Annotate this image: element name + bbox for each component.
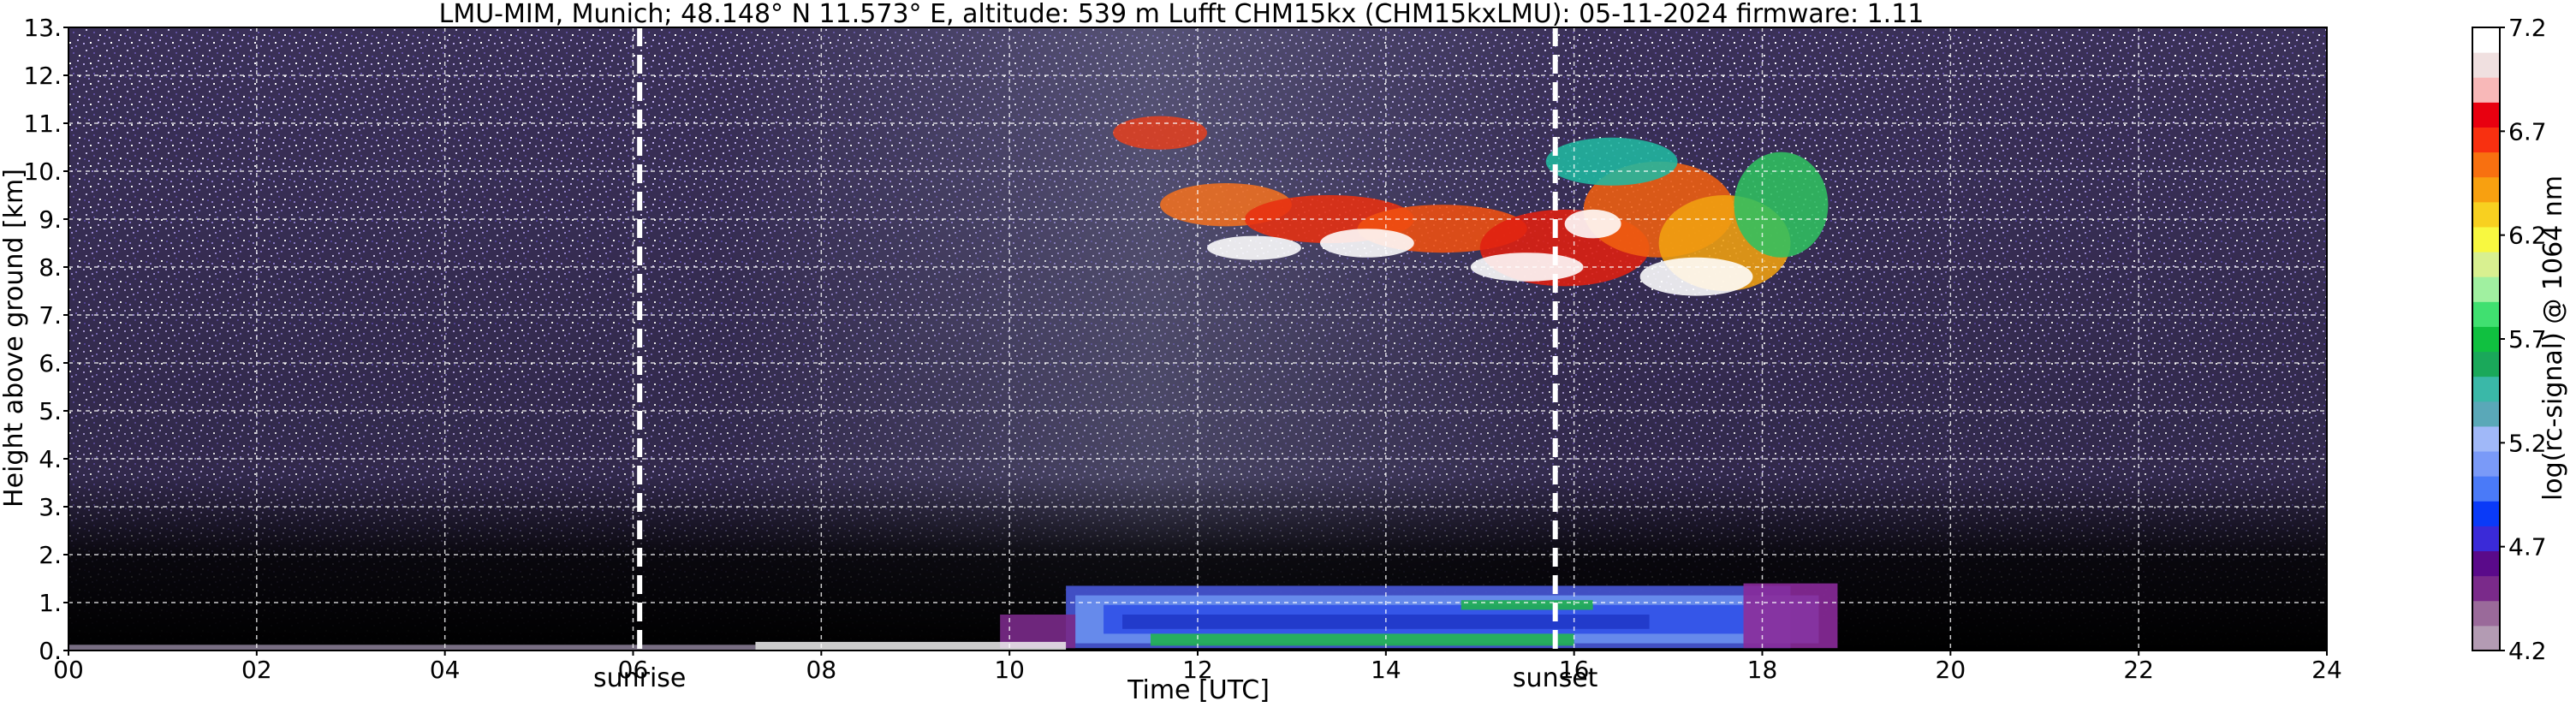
cloud-signal <box>1319 229 1414 258</box>
colorbar-swatch <box>2472 52 2500 78</box>
x-tick-label: 10 <box>994 656 1025 684</box>
colorbar-swatch <box>2472 152 2500 178</box>
x-tick-label: 22 <box>2123 656 2154 684</box>
annotations: sunrise sunset <box>593 27 1598 693</box>
colorbar-swatch <box>2472 575 2500 602</box>
y-tick-label: 7. <box>39 301 62 330</box>
colorbar-swatch <box>2472 501 2500 526</box>
y-tick-label: 12. <box>23 62 62 90</box>
x-axis-label: Time [UTC] <box>1127 675 1270 705</box>
colorbar-tick-label: 5.2 <box>2508 429 2547 457</box>
colorbar-swatch <box>2472 127 2500 153</box>
y-tick-label: 10. <box>23 157 62 186</box>
colorbar-swatch <box>2472 625 2500 651</box>
cloud-signal <box>1206 235 1301 260</box>
y-tick-label: 1. <box>39 589 62 617</box>
colorbar-swatch <box>2472 526 2500 552</box>
colorbar-swatch <box>2472 425 2500 452</box>
boundary-layer-signal <box>1151 633 1574 646</box>
colorbar-tick-label: 5.7 <box>2508 325 2547 354</box>
colorbar-tick-label: 6.2 <box>2508 222 2547 250</box>
annotation-label-sunrise: sunrise <box>593 663 686 693</box>
cloud-signal <box>1113 116 1207 150</box>
colorbar-swatch <box>2472 401 2500 427</box>
x-tick-label: 20 <box>1936 656 1966 684</box>
boundary-layer-signal <box>1461 600 1593 610</box>
y-tick-label: 6. <box>39 349 62 377</box>
colorbar-label: log(rc-signal) @ 1064 nm <box>2538 175 2568 501</box>
x-tick-label: 04 <box>430 656 461 684</box>
cloud-signal <box>1734 152 1829 258</box>
y-tick-label: 13. <box>23 14 62 42</box>
x-tick-label: 00 <box>53 656 84 684</box>
colorbar-swatch <box>2472 176 2500 203</box>
x-tick-label: 08 <box>806 656 837 684</box>
surface-signal <box>755 641 1067 651</box>
boundary-layer-signal <box>1743 583 1838 649</box>
y-axis-label: Height above ground [km] <box>0 169 29 508</box>
cloud-signal <box>1639 257 1753 296</box>
colorbar-swatch <box>2472 600 2500 627</box>
colorbar-tick-label: 7.2 <box>2508 14 2547 42</box>
colorbar-tick-label: 6.7 <box>2508 117 2547 146</box>
colorbar-swatch <box>2472 252 2500 277</box>
colorbar-tick-label: 4.2 <box>2508 637 2547 665</box>
colorbar: 4.2 4.7 5.2 5.7 6.2 6.7 7.2 <box>2472 14 2547 665</box>
colorbar-tick-label: 4.7 <box>2508 533 2547 561</box>
colorbar-swatch <box>2472 451 2500 477</box>
colorbar-swatch <box>2472 301 2500 327</box>
colorbar-swatch <box>2472 276 2500 302</box>
y-tick-label: 0. <box>39 637 62 665</box>
y-tick-label: 3. <box>39 493 62 521</box>
chart-title: LMU-MIM, Munich; 48.148° N 11.573° E, al… <box>439 0 1925 29</box>
colorbar-swatch <box>2472 226 2500 253</box>
axes: 00 02 04 06 08 10 12 14 16 18 20 22 24 0. 1. 2. 3. 4. 5. 6.… <box>23 14 2341 684</box>
colorbar-swatch <box>2472 351 2500 377</box>
cloud-signal <box>1564 209 1621 239</box>
x-tick-label: 14 <box>1371 656 1401 684</box>
x-tick-label: 02 <box>241 656 272 684</box>
colorbar-swatch <box>2472 201 2500 228</box>
y-tick-label: 8. <box>39 253 62 282</box>
cloud-signal <box>1545 137 1678 186</box>
x-tick-label: 06 <box>618 656 649 684</box>
y-tick-label: 11. <box>23 110 62 138</box>
y-tick-label: 2. <box>39 541 62 569</box>
x-tick-label: 16 <box>1559 656 1590 684</box>
colorbar-swatch <box>2472 77 2500 103</box>
colorbar-swatch <box>2472 376 2500 402</box>
y-tick-label: 9. <box>39 205 62 234</box>
x-tick-label: 12 <box>1182 656 1213 684</box>
colorbar-swatch <box>2472 326 2500 353</box>
surface-signal <box>68 645 756 651</box>
colorbar-swatch <box>2472 476 2500 502</box>
colorbar-swatch <box>2472 102 2500 128</box>
x-tick-label: 24 <box>2311 656 2342 684</box>
annotation-label-sunset: sunset <box>1513 663 1598 693</box>
y-tick-label: 5. <box>39 397 62 425</box>
y-tick-label: 4. <box>39 445 62 473</box>
colorbar-swatch <box>2472 550 2500 577</box>
colorbar-swatch <box>2472 27 2500 53</box>
x-tick-label: 18 <box>1747 656 1778 684</box>
